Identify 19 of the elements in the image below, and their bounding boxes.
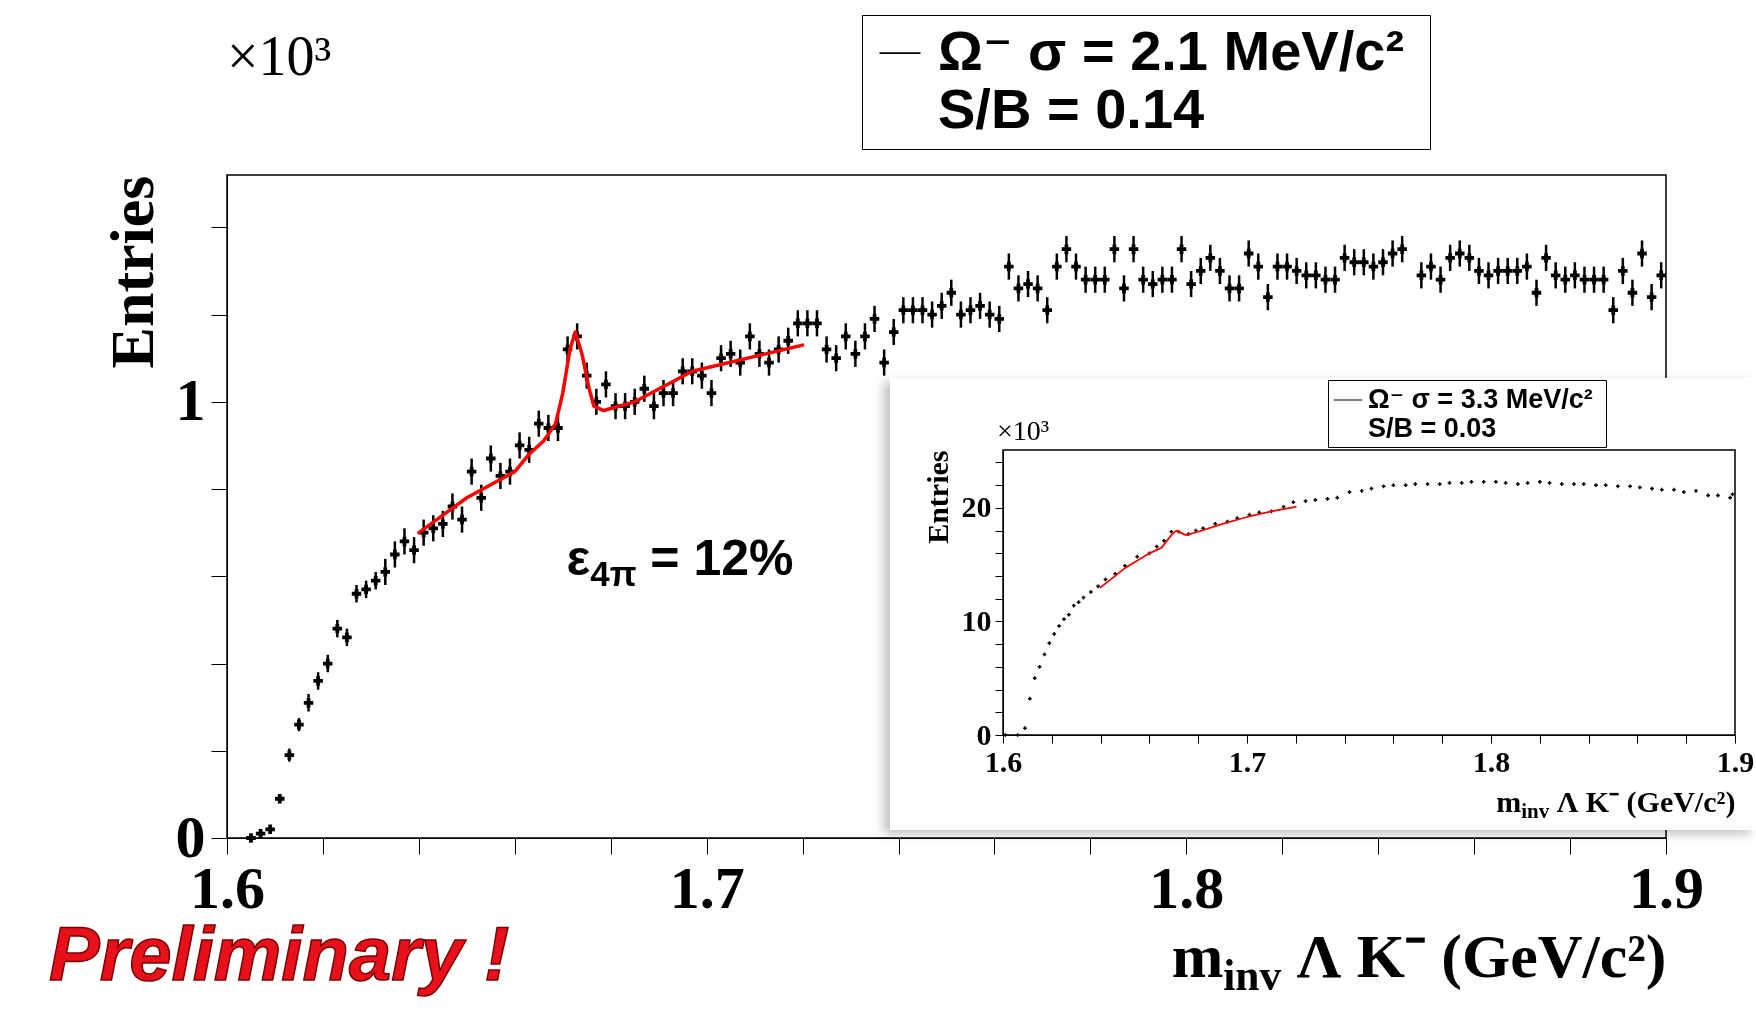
x-tick-label: 1.7 bbox=[1228, 744, 1267, 778]
x-tick-label: 1.8 bbox=[1472, 744, 1511, 778]
annotation: ×10³ bbox=[997, 415, 1050, 446]
x-tick-label: 1.8 bbox=[1149, 854, 1225, 921]
annotation: S/B = 0.03 bbox=[1368, 413, 1497, 443]
y-axis-title: Entries bbox=[97, 175, 166, 369]
x-axis-title: m$_{inv}$ Λ K⁻ (GeV/c²) bbox=[1171, 921, 1667, 999]
y-tick-label: 1 bbox=[175, 367, 206, 434]
y-tick-label: 20 bbox=[961, 490, 992, 524]
annotation: ε$_{4π}$ = 12% bbox=[566, 530, 794, 593]
x-tick-label: 1.9 bbox=[1716, 744, 1755, 778]
text: Preliminary ! bbox=[49, 911, 510, 996]
legend-label: Ω⁻ σ = 3.3 MeV/c² bbox=[1368, 384, 1593, 414]
y-tick-label: 10 bbox=[961, 603, 992, 637]
x-tick-label: 1.9 bbox=[1629, 854, 1704, 921]
x-tick-label: 1.7 bbox=[669, 854, 745, 921]
y-axis-title: Entries bbox=[920, 450, 954, 544]
text: ×10³ bbox=[227, 25, 332, 87]
x-axis-title: m$_{inv}$ Λ K⁻ (GeV/c²) bbox=[1496, 784, 1736, 823]
